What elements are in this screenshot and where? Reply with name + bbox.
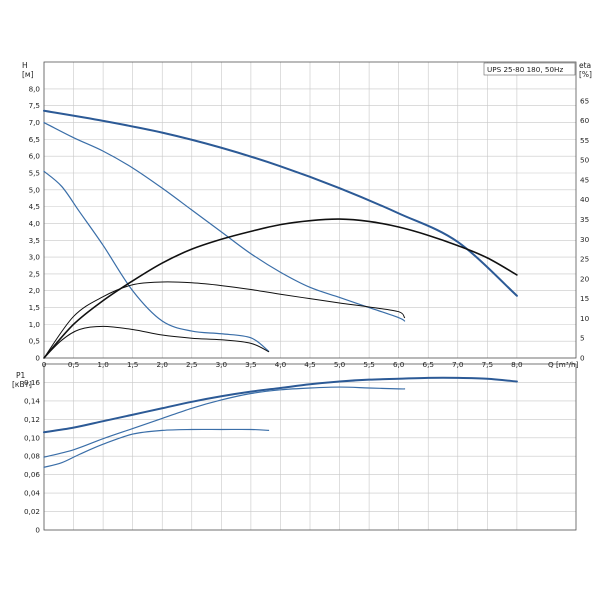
y-tick-label-left: 3,5 bbox=[29, 236, 40, 245]
x-tick-label: 1,0 bbox=[97, 360, 109, 369]
y-axis-label-right: eta bbox=[579, 61, 591, 70]
y-tick-label-right: 35 bbox=[580, 215, 589, 224]
y-tick-label-left: 2,0 bbox=[29, 286, 41, 295]
y-tick-label-left: 8,0 bbox=[29, 84, 41, 93]
series-line-2-0 bbox=[43, 376, 518, 434]
series-line-1-5 bbox=[43, 325, 270, 359]
x-tick-label: 7,0 bbox=[452, 360, 464, 369]
y-tick-label-left: 0,02 bbox=[24, 507, 40, 516]
p1-axis-unit: [кВт] bbox=[12, 380, 32, 389]
y-tick-label-left: 0,16 bbox=[24, 378, 40, 387]
x-axis-label: Q [m³/h] bbox=[548, 360, 579, 369]
y-tick-label-right: 15 bbox=[580, 294, 589, 303]
y-tick-label-left: 0,14 bbox=[24, 396, 40, 405]
plot-frame bbox=[43, 61, 577, 359]
x-tick-label: 1,5 bbox=[127, 360, 138, 369]
x-tick-label: 5,5 bbox=[363, 360, 374, 369]
x-tick-label: 3,0 bbox=[216, 360, 228, 369]
series-line-1-1 bbox=[43, 121, 406, 322]
y-tick-label-left: 6,5 bbox=[29, 135, 40, 144]
y-tick-label-left: 0,06 bbox=[24, 470, 40, 479]
y-axis-unit-right: [%] bbox=[579, 70, 592, 79]
y-tick-label-left: 1,5 bbox=[29, 303, 40, 312]
y-tick-label-right: 40 bbox=[580, 195, 590, 204]
series-line-1-2 bbox=[43, 170, 270, 352]
plot-frame bbox=[43, 363, 577, 531]
x-tick-label: 6,5 bbox=[423, 360, 434, 369]
y-tick-label-left: 0,08 bbox=[24, 452, 40, 461]
y-tick-label-right: 65 bbox=[580, 96, 589, 105]
y-tick-label-left: 0,10 bbox=[24, 433, 40, 442]
y-tick-label-left: 6,0 bbox=[29, 152, 41, 161]
y-tick-label-right: 20 bbox=[580, 274, 590, 283]
y-axis-label-left: H bbox=[22, 61, 28, 70]
x-tick-label: 8,0 bbox=[511, 360, 523, 369]
x-tick-label: 6,0 bbox=[393, 360, 405, 369]
y-tick-label-left: 0 bbox=[35, 526, 40, 535]
y-tick-label-left: 0,12 bbox=[24, 415, 40, 424]
y-tick-label-left: 5,0 bbox=[29, 185, 41, 194]
series-line-2-1 bbox=[43, 386, 406, 458]
y-tick-label-right: 55 bbox=[580, 136, 589, 145]
y-tick-label-left: 7,5 bbox=[29, 101, 40, 110]
legend-box bbox=[483, 62, 576, 76]
x-tick-label: 7,5 bbox=[482, 360, 493, 369]
x-tick-label: 2,0 bbox=[157, 360, 169, 369]
legend-entry: UPS 25-80 180, 50Hz bbox=[487, 65, 563, 74]
series-line-1-4 bbox=[43, 281, 406, 359]
y-tick-label-left: 4,5 bbox=[29, 202, 40, 211]
y-axis-unit-left: [м] bbox=[22, 70, 34, 79]
y-tick-label-right: 50 bbox=[580, 156, 590, 165]
p1-axis-label: P1 bbox=[16, 371, 26, 380]
y-tick-label-left: 4,0 bbox=[29, 219, 41, 228]
series-line-2-2 bbox=[43, 428, 270, 468]
y-tick-label-right: 0 bbox=[580, 354, 585, 363]
x-tick-label: 0,5 bbox=[68, 360, 79, 369]
series-line-1-0 bbox=[43, 109, 518, 297]
x-tick-label: 4,5 bbox=[304, 360, 315, 369]
x-tick-label: 0 bbox=[42, 360, 47, 369]
x-tick-label: 5,0 bbox=[334, 360, 346, 369]
y-tick-label-left: 0,04 bbox=[24, 489, 40, 498]
y-tick-label-left: 7,0 bbox=[29, 118, 41, 127]
y-tick-label-right: 25 bbox=[580, 255, 589, 264]
y-tick-label-right: 30 bbox=[580, 235, 590, 244]
y-tick-label-right: 5 bbox=[580, 334, 585, 343]
x-tick-label: 2,5 bbox=[186, 360, 197, 369]
y-tick-label-right: 10 bbox=[580, 314, 590, 323]
y-tick-label-left: 5,5 bbox=[29, 169, 40, 178]
x-tick-label: 4,0 bbox=[275, 360, 287, 369]
y-tick-label-right: 60 bbox=[580, 116, 590, 125]
y-tick-label-right: 45 bbox=[580, 175, 589, 184]
y-tick-label-left: 0 bbox=[35, 354, 40, 363]
y-tick-label-left: 1,0 bbox=[29, 320, 41, 329]
y-tick-label-left: 3,0 bbox=[29, 253, 41, 262]
y-tick-label-left: 0,5 bbox=[29, 337, 40, 346]
y-tick-label-left: 2,5 bbox=[29, 269, 40, 278]
x-tick-label: 3,5 bbox=[245, 360, 256, 369]
series-line-1-3 bbox=[43, 218, 518, 359]
